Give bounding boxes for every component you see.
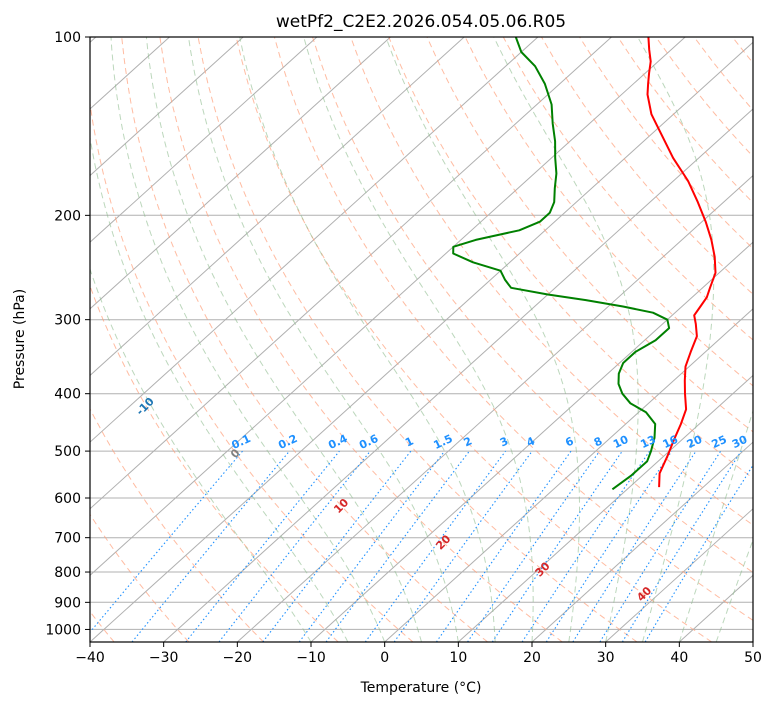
y-tick-label: 500 <box>54 444 81 460</box>
y-tick-label: 100 <box>54 30 81 46</box>
x-tick-label: 0 <box>380 650 389 666</box>
x-tick-label: 10 <box>449 650 467 666</box>
chart-title: wetPf2_C2E2.2026.054.05.06.R05 <box>276 12 566 32</box>
x-tick-label: −10 <box>296 650 326 666</box>
y-tick-label: 200 <box>54 208 81 224</box>
y-axis-label: Pressure (hPa) <box>12 289 28 389</box>
x-tick-label: −30 <box>149 650 179 666</box>
y-tick-label: 300 <box>54 313 81 329</box>
y-tick-label: 900 <box>54 595 81 611</box>
x-tick-label: 50 <box>744 650 762 666</box>
x-tick-label: 30 <box>597 650 615 666</box>
x-tick-label: 40 <box>670 650 688 666</box>
x-tick-label: −20 <box>223 650 253 666</box>
y-tick-label: 1000 <box>45 622 81 638</box>
y-tick-label: 600 <box>54 491 81 507</box>
y-tick-label: 800 <box>54 565 81 581</box>
x-axis-label: Temperature (°C) <box>360 680 482 696</box>
x-tick-label: 20 <box>523 650 541 666</box>
y-tick-label: 400 <box>54 387 81 403</box>
y-tick-label: 700 <box>54 531 81 547</box>
x-tick-label: −40 <box>75 650 105 666</box>
